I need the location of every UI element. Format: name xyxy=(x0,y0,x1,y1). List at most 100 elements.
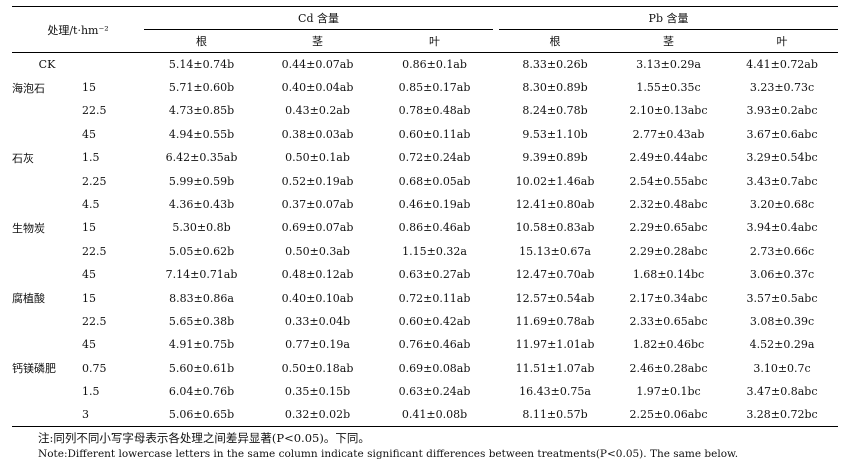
cd-stem-value: 0.69±0.07ab xyxy=(281,221,354,235)
table-notes: 注:同列不同小写字母表示各处理之间差异显著(P<0.05)。下同。 Note:D… xyxy=(38,430,738,462)
application-rate xyxy=(82,53,144,76)
pb-stem-value: 1.82±0.46bc xyxy=(632,338,705,352)
pb-stem-value: 2.33±0.65abc xyxy=(629,314,708,328)
application-rate: 0.75 xyxy=(82,361,107,375)
cd-root-value: 5.05±0.62b xyxy=(168,244,235,258)
pb-root-value: 12.57±0.54ab xyxy=(515,291,595,305)
application-rate: 22.5 xyxy=(82,244,107,258)
pb-stem-value: 2.49±0.44abc xyxy=(629,151,708,165)
pb-group-header: Pb 含量 xyxy=(499,6,839,30)
cd-stem-value: 0.44±0.07ab xyxy=(281,57,354,71)
cd-leaf-value: 0.60±0.42ab xyxy=(398,314,471,328)
pb-root-value: 11.97±1.01ab xyxy=(515,338,595,352)
table-row: 45 7.14±0.71ab 0.48±0.12ab 0.63±0.27ab 12.47… xyxy=(12,263,838,286)
cd-leaf-value: 0.69±0.08ab xyxy=(398,361,471,375)
treatment-name: CK xyxy=(38,57,56,71)
pb-root-value: 10.58±0.83ab xyxy=(515,221,595,235)
treatment-name: 石灰 xyxy=(12,151,34,165)
treatment-name xyxy=(12,403,82,428)
cd-leaf-value: 0.86±0.46ab xyxy=(398,221,471,235)
pb-stem-value: 2.29±0.28abc xyxy=(629,244,708,258)
pb-root-value: 10.02±1.46ab xyxy=(515,174,595,188)
treatment-name xyxy=(12,263,82,286)
pb-stem-value: 2.54±0.55abc xyxy=(629,174,708,188)
cd-root-value: 7.14±0.71ab xyxy=(165,268,238,282)
pb-stem-header: 茎 xyxy=(611,29,727,53)
cd-stem-value: 0.48±0.12ab xyxy=(281,268,354,282)
cd-leaf-value: 0.46±0.19ab xyxy=(398,198,471,212)
cd-leaf-value: 0.72±0.24ab xyxy=(398,151,471,165)
pb-leaf-value: 3.57±0.5abc xyxy=(746,291,818,305)
cd-leaf-value: 0.63±0.27ab xyxy=(398,268,471,282)
treatment-name: 生物炭 xyxy=(12,221,45,235)
application-rate: 2.25 xyxy=(82,174,107,188)
pb-leaf-value: 2.73±0.66c xyxy=(749,244,815,258)
table-row: 1.5 6.04±0.76b 0.35±0.15b 0.63±0.24ab 16.43±… xyxy=(12,380,838,403)
cd-root-value: 5.06±0.65b xyxy=(144,403,260,428)
pb-stem-value: 2.32±0.48abc xyxy=(629,198,708,212)
pb-leaf-value: 3.67±0.6abc xyxy=(746,127,818,141)
pb-leaf-value: 3.29±0.54bc xyxy=(746,151,818,165)
pb-leaf-value: 4.52±0.29a xyxy=(749,338,815,352)
application-rate: 22.5 xyxy=(82,104,107,118)
treatment-name xyxy=(12,193,82,216)
cd-leaf-value: 0.60±0.11ab xyxy=(398,127,471,141)
cd-leaf-value: 0.78±0.48ab xyxy=(398,104,471,118)
cd-stem-value: 0.40±0.04ab xyxy=(281,81,354,95)
table-header: 处理/t·hm⁻² Cd 含量 Pb 含量 根 茎 叶 根 茎 叶 xyxy=(12,6,839,53)
application-rate: 45 xyxy=(82,338,96,352)
cd-group-header: Cd 含量 xyxy=(144,6,494,30)
cd-root-value: 4.91±0.75b xyxy=(168,338,235,352)
cd-leaf-value: 1.15±0.32a xyxy=(402,244,467,258)
table-row: 海泡石 15 5.71±0.60b 0.40±0.04ab 0.85±0.17ab 8.3… xyxy=(12,76,838,99)
application-rate: 1.5 xyxy=(82,385,100,399)
pb-root-value: 8.30±0.89b xyxy=(522,81,588,95)
cd-stem-header: 茎 xyxy=(259,29,377,53)
pb-leaf-value: 3.93±0.2abc xyxy=(746,104,818,118)
note-chinese: 注:同列不同小写字母表示各处理之间差异显著(P<0.05)。下同。 xyxy=(38,431,370,445)
treatment-header: 处理/t·hm⁻² xyxy=(12,6,145,53)
pb-root-value: 11.51±1.07ab xyxy=(515,361,595,375)
cd-root-value: 5.65±0.38b xyxy=(168,314,235,328)
pb-leaf-value: 4.41±0.72ab xyxy=(746,57,818,71)
pb-leaf-value: 3.28±0.72bc xyxy=(726,403,839,428)
pb-root-header: 根 xyxy=(499,29,612,53)
table-row: 2.25 5.99±0.59b 0.52±0.19ab 0.68±0.05ab 10.0… xyxy=(12,169,838,192)
table-row: 石灰 1.5 6.42±0.35ab 0.50±0.1ab 0.72±0.24ab 9.3… xyxy=(12,146,838,169)
cd-root-value: 4.94±0.55b xyxy=(168,127,235,141)
cd-leaf-value: 0.72±0.11ab xyxy=(398,291,471,305)
pb-stem-value: 2.10±0.13abc xyxy=(629,104,708,118)
cd-root-value: 5.30±0.8b xyxy=(172,221,231,235)
pb-root-value: 16.43±0.75a xyxy=(519,385,591,399)
table-row: 45 4.91±0.75b 0.77±0.19a 0.76±0.46ab 11.97±1… xyxy=(12,333,838,356)
note-english: Note:Different lowercase letters in the … xyxy=(38,448,739,460)
pb-stem-value: 1.55±0.35c xyxy=(636,81,701,95)
application-rate: 45 xyxy=(82,127,96,141)
pb-stem-value: 2.46±0.28abc xyxy=(629,361,708,375)
application-rate: 3 xyxy=(82,403,145,428)
table-row: 22.5 5.05±0.62b 0.50±0.3ab 1.15±0.32a 15.13±… xyxy=(12,240,838,263)
pb-root-value: 9.39±0.89b xyxy=(522,151,588,165)
pb-root-value: 8.33±0.26b xyxy=(522,57,588,71)
cd-stem-value: 0.37±0.07ab xyxy=(281,198,354,212)
cd-root-value: 5.71±0.60b xyxy=(168,81,235,95)
application-rate: 4.5 xyxy=(82,198,100,212)
pb-leaf-value: 3.47±0.8abc xyxy=(746,385,818,399)
pb-leaf-value: 3.23±0.73c xyxy=(749,81,815,95)
treatment-name xyxy=(12,240,82,263)
pb-leaf-value: 3.06±0.37c xyxy=(749,268,815,282)
cd-root-value: 8.83±0.86a xyxy=(169,291,234,305)
pb-stem-value: 2.25±0.06abc xyxy=(611,403,727,428)
pb-leaf-value: 3.08±0.39c xyxy=(749,314,815,328)
application-rate: 22.5 xyxy=(82,314,107,328)
treatment-name xyxy=(12,99,82,122)
cd-leaf-value: 0.41±0.08b xyxy=(376,403,494,428)
table-body: CK 5.14±0.74b 0.44±0.07ab 0.86±0.1ab 8.33±0.… xyxy=(12,53,839,428)
treatment-name xyxy=(12,169,82,192)
treatment-name xyxy=(12,380,82,403)
cd-root-value: 5.60±0.61b xyxy=(168,361,235,375)
pb-leaf-value: 3.43±0.7abc xyxy=(746,174,818,188)
treatment-name xyxy=(12,333,82,356)
pb-stem-value: 2.17±0.34abc xyxy=(629,291,708,305)
